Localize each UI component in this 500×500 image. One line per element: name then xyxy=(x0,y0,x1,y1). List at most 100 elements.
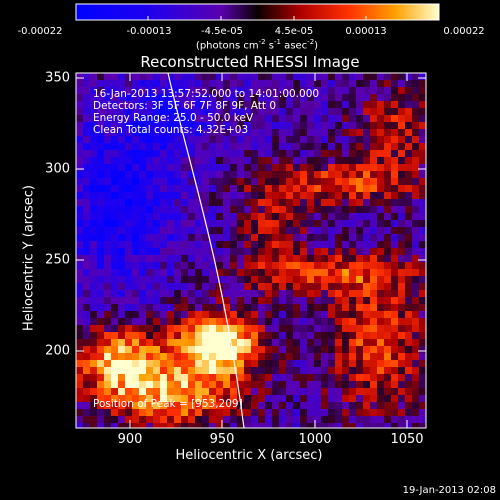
heatmap-cell xyxy=(293,122,300,129)
heatmap-cell xyxy=(293,360,300,367)
heatmap-cell xyxy=(286,283,293,290)
heatmap-cell xyxy=(97,276,104,283)
heatmap-cell xyxy=(244,80,251,87)
heatmap-cell xyxy=(223,199,230,206)
heatmap-cell xyxy=(111,213,118,220)
heatmap-cell xyxy=(251,108,258,115)
heatmap-cell xyxy=(223,220,230,227)
heatmap-cell xyxy=(118,213,125,220)
heatmap-cell xyxy=(363,171,370,178)
heatmap-cell xyxy=(258,339,265,346)
heatmap-cell xyxy=(188,346,195,353)
heatmap-cell xyxy=(153,157,160,164)
heatmap-cell xyxy=(230,122,237,129)
heatmap-cell xyxy=(160,227,167,234)
heatmap-cell xyxy=(391,416,398,423)
heatmap-cell xyxy=(279,213,286,220)
heatmap-cell xyxy=(314,248,321,255)
heatmap-cell xyxy=(195,311,202,318)
heatmap-cell xyxy=(272,73,279,80)
heatmap-cell xyxy=(83,143,90,150)
solar-limb-line xyxy=(167,73,245,428)
heatmap-cell xyxy=(419,283,426,290)
heatmap-cell xyxy=(83,178,90,185)
heatmap-cell xyxy=(174,367,181,374)
heatmap-cell xyxy=(349,115,356,122)
heatmap-cell xyxy=(412,339,419,346)
heatmap-cell xyxy=(209,388,216,395)
heatmap-cell xyxy=(272,374,279,381)
heatmap-cell xyxy=(307,73,314,80)
heatmap-cell xyxy=(377,276,384,283)
heatmap-cell xyxy=(349,353,356,360)
heatmap-cell xyxy=(405,409,412,416)
heatmap-cell xyxy=(328,367,335,374)
heatmap-cell xyxy=(265,262,272,269)
heatmap-cell xyxy=(258,234,265,241)
heatmap-cell xyxy=(181,409,188,416)
heatmap-cell xyxy=(279,220,286,227)
heatmap-cell xyxy=(188,388,195,395)
heatmap-cell xyxy=(139,402,146,409)
heatmap-cell xyxy=(230,164,237,171)
heatmap-cell xyxy=(104,94,111,101)
heatmap-cell xyxy=(272,108,279,115)
heatmap-cell xyxy=(146,276,153,283)
heatmap-cell xyxy=(216,318,223,325)
heatmap-cell xyxy=(300,353,307,360)
heatmap-cell xyxy=(146,80,153,87)
heatmap-cell xyxy=(272,360,279,367)
heatmap-cell xyxy=(412,395,419,402)
heatmap-cell xyxy=(342,388,349,395)
heatmap-cell xyxy=(405,346,412,353)
heatmap-cell xyxy=(370,94,377,101)
heatmap-cell xyxy=(293,325,300,332)
heatmap-cell xyxy=(419,115,426,122)
heatmap-cell xyxy=(237,304,244,311)
heatmap-cell xyxy=(314,115,321,122)
heatmap-cell xyxy=(223,297,230,304)
heatmap-cell xyxy=(279,122,286,129)
heatmap-cell xyxy=(342,276,349,283)
heatmap-cell xyxy=(223,290,230,297)
heatmap-cell xyxy=(83,409,90,416)
heatmap-cell xyxy=(97,409,104,416)
heatmap-cell xyxy=(230,367,237,374)
heatmap-cell xyxy=(125,353,132,360)
heatmap-cell xyxy=(272,339,279,346)
heatmap-cell xyxy=(76,213,83,220)
heatmap-cell xyxy=(188,423,195,428)
heatmap-cell xyxy=(286,409,293,416)
heatmap-cell xyxy=(90,87,97,94)
heatmap-cell xyxy=(258,360,265,367)
heatmap-cell xyxy=(391,409,398,416)
heatmap-cell xyxy=(314,262,321,269)
heatmap-cell xyxy=(405,199,412,206)
heatmap-cell xyxy=(118,416,125,423)
heatmap-cell xyxy=(202,248,209,255)
heatmap-cell xyxy=(174,94,181,101)
heatmap-cell xyxy=(251,332,258,339)
heatmap-cell xyxy=(216,402,223,409)
heatmap-cell xyxy=(209,402,216,409)
heatmap-cell xyxy=(398,395,405,402)
heatmap-cell xyxy=(405,325,412,332)
heatmap-cell xyxy=(370,367,377,374)
heatmap-cell xyxy=(258,185,265,192)
heatmap-cell xyxy=(251,73,258,80)
heatmap-cell xyxy=(300,192,307,199)
heatmap-cell xyxy=(118,234,125,241)
heatmap-cell xyxy=(237,87,244,94)
heatmap-cell xyxy=(398,192,405,199)
heatmap-cell xyxy=(209,143,216,150)
heatmap-cell xyxy=(202,171,209,178)
y-tick-label: 250 xyxy=(45,252,70,268)
heatmap-cell xyxy=(370,241,377,248)
heatmap-cell xyxy=(125,402,132,409)
heatmap-cell xyxy=(321,262,328,269)
heatmap-cell xyxy=(97,192,104,199)
heatmap-cell xyxy=(328,185,335,192)
heatmap-cell xyxy=(139,150,146,157)
heatmap-cell xyxy=(321,346,328,353)
heatmap-cell xyxy=(419,332,426,339)
